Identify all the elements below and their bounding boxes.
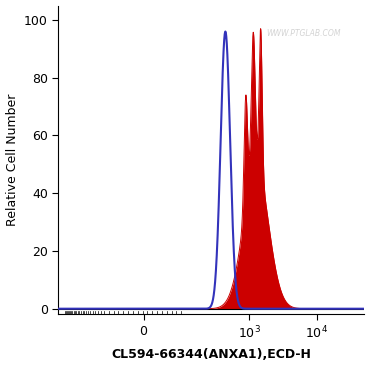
X-axis label: CL594-66344(ANXA1),ECD-H: CL594-66344(ANXA1),ECD-H — [111, 348, 312, 361]
Y-axis label: Relative Cell Number: Relative Cell Number — [6, 94, 18, 226]
Text: WWW.PTGLAB.COM: WWW.PTGLAB.COM — [266, 29, 341, 38]
